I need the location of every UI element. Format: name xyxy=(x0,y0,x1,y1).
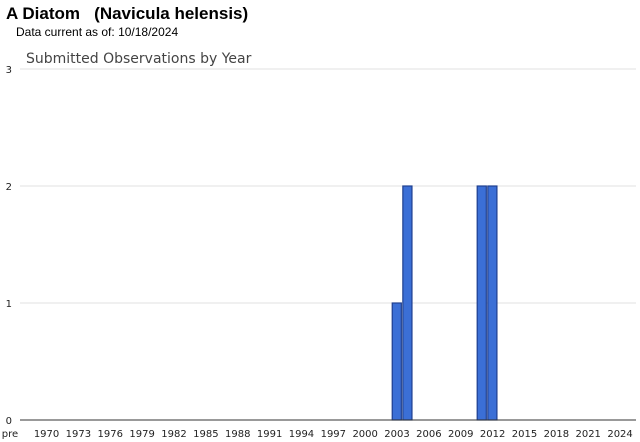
x-tick-label: 1991 xyxy=(257,429,282,440)
x-tick-label: 1970 xyxy=(34,429,59,440)
x-tick-label: 2012 xyxy=(480,429,505,440)
x-tick-label: 1994 xyxy=(289,429,314,440)
x-tick-label: 2000 xyxy=(352,429,377,440)
x-tick-label: 1997 xyxy=(321,429,346,440)
bar-2003 xyxy=(391,302,402,421)
y-axis-ticks: 0 1 2 3 xyxy=(6,65,12,427)
x-tick-label: 2024 xyxy=(607,429,632,440)
grid-lines xyxy=(20,68,636,304)
data-current-label: Data current as of: xyxy=(16,25,115,39)
x-tick-label: 2006 xyxy=(416,429,441,440)
x-tick-label: 1988 xyxy=(225,429,250,440)
bar-2004 xyxy=(402,185,413,421)
x-tick-label: 1982 xyxy=(161,429,186,440)
x-axis-ticks: pre 1970 1973 1976 1979 1982 1985 1988 1991 1994 1… xyxy=(2,429,633,440)
x-tick-label: 2003 xyxy=(384,429,409,440)
x-tick-label: pre xyxy=(2,429,18,440)
bar-2011 xyxy=(476,185,487,421)
x-tick-label: 1985 xyxy=(193,429,218,440)
chart-title: Submitted Observations by Year xyxy=(26,51,252,67)
x-tick-label: 1973 xyxy=(66,429,91,440)
y-tick-label: 1 xyxy=(6,299,12,310)
x-tick-label: 2021 xyxy=(575,429,600,440)
data-current-line: Data current as of: 10/18/2024 xyxy=(16,25,178,39)
page-title: A Diatom (Navicula helensis) xyxy=(6,4,249,23)
bar-2012 xyxy=(487,185,498,421)
y-tick-label: 2 xyxy=(6,182,12,193)
x-tick-label: 2009 xyxy=(448,429,473,440)
y-tick-label: 3 xyxy=(6,65,12,76)
x-tick-label: 2018 xyxy=(544,429,569,440)
x-tick-label: 1976 xyxy=(98,429,123,440)
x-tick-label: 1979 xyxy=(129,429,154,440)
x-tick-label: 2015 xyxy=(512,429,537,440)
data-current-date: 10/18/2024 xyxy=(118,25,179,39)
y-tick-label: 0 xyxy=(6,416,12,427)
